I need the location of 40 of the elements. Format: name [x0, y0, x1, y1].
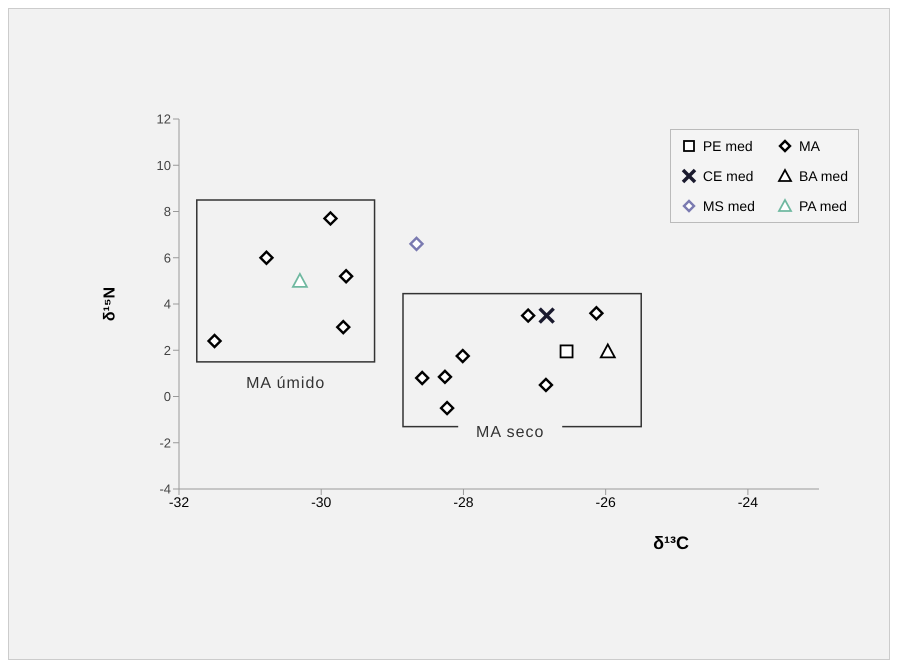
annotation: MA úmido: [246, 375, 326, 392]
y-tick-label: 6: [164, 250, 171, 266]
point: [438, 370, 452, 384]
y-tick-label: -2: [159, 435, 171, 450]
point: [409, 236, 424, 252]
point: [415, 370, 430, 386]
x-tick-label: -30: [311, 494, 332, 510]
y-tick-label: 10: [156, 158, 171, 173]
legend-label: PE med: [702, 138, 753, 154]
point: [440, 400, 454, 416]
point: [259, 250, 274, 265]
annotation: MA seco: [476, 424, 544, 441]
x-tick-label: -26: [596, 494, 616, 510]
y-tick-label: 0: [164, 389, 171, 404]
point: [323, 211, 338, 226]
point: [600, 344, 616, 358]
legend-label: MS med: [702, 198, 755, 214]
y-tick-label: -4: [159, 482, 171, 497]
y-tick-label: 4: [164, 296, 171, 312]
y-axis-title: δ¹⁵N: [102, 286, 119, 322]
x-tick-label: -28: [453, 494, 474, 510]
y-tick-label: 12: [156, 112, 171, 127]
point: [538, 378, 554, 392]
point: [589, 306, 604, 320]
point: [292, 272, 308, 288]
point: [207, 334, 222, 348]
x-tick-label: -24: [738, 494, 758, 510]
legend-label: BA med: [798, 168, 848, 184]
legend-label: PA med: [798, 198, 847, 214]
legend-label: MA: [798, 138, 820, 154]
y-tick-label: 8: [164, 204, 171, 220]
point: [560, 344, 574, 358]
point: [456, 348, 470, 364]
point: [336, 320, 350, 334]
point: [520, 308, 536, 323]
y-tick-label: 2: [164, 342, 171, 358]
x-axis-title: δ¹³C: [653, 533, 689, 553]
legend-label: CE med: [702, 168, 754, 184]
x-tick-label: -32: [168, 494, 190, 510]
point: [338, 269, 354, 284]
